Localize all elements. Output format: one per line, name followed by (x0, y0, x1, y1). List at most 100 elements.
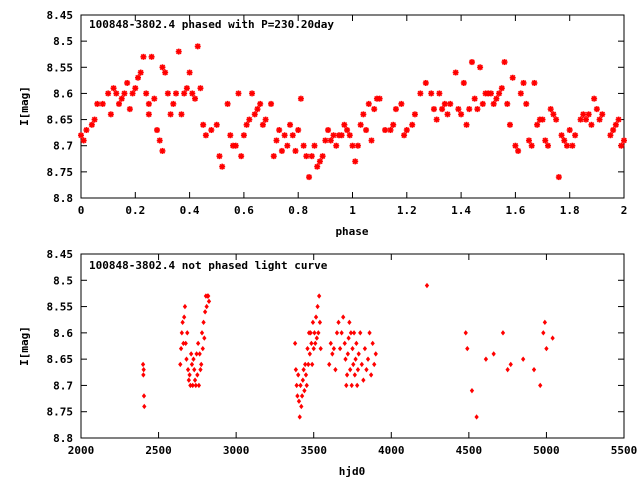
data-point (185, 366, 191, 373)
data-point (539, 116, 546, 123)
data-point (145, 100, 152, 107)
y-tick-label: 8.55 (47, 301, 74, 314)
data-point (313, 340, 318, 347)
data-point (289, 132, 296, 139)
data-point (183, 340, 188, 347)
data-point (403, 127, 410, 134)
data-point (588, 121, 595, 128)
data-point (148, 53, 155, 60)
data-point (612, 121, 619, 128)
data-point (618, 142, 625, 149)
data-point (351, 330, 357, 336)
data-point (303, 361, 308, 368)
data-point (142, 403, 147, 410)
data-point (355, 382, 360, 389)
data-point (124, 79, 131, 86)
x-tick-label: 4000 (378, 444, 405, 457)
data-point (593, 106, 600, 113)
data-point (474, 414, 479, 420)
data-point (303, 372, 309, 378)
data-point (191, 356, 196, 362)
data-point (360, 111, 367, 118)
data-point (490, 100, 497, 107)
data-point (232, 142, 239, 149)
data-point (137, 69, 144, 76)
x-tick-label: 1 (349, 204, 356, 217)
data-point (501, 59, 508, 66)
data-point (327, 361, 332, 368)
data-point (198, 366, 203, 373)
data-point (430, 106, 437, 113)
data-point (444, 111, 451, 118)
data-point (371, 106, 378, 113)
x-tick-label: 1.4 (451, 204, 471, 217)
data-point (452, 69, 459, 76)
data-point (189, 90, 196, 97)
data-point (202, 335, 207, 341)
data-point (292, 340, 298, 347)
data-point (183, 85, 190, 92)
data-point (310, 319, 316, 326)
data-point (178, 111, 185, 118)
data-point (373, 351, 378, 357)
data-point (361, 377, 366, 383)
x-tick-label: 2500 (145, 444, 172, 457)
data-point (312, 330, 317, 336)
x-tick-label: 2 (621, 204, 628, 217)
data-point (182, 303, 188, 310)
data-point (505, 366, 510, 373)
x-tick-label: 0.4 (180, 204, 200, 217)
data-point (506, 121, 513, 128)
data-point (141, 372, 146, 378)
data-point (219, 163, 226, 170)
data-point (316, 158, 323, 165)
data-point (466, 106, 473, 113)
data-point (192, 95, 199, 102)
data-point (308, 330, 313, 336)
data-point (208, 127, 215, 134)
data-point (94, 100, 101, 107)
x-tick-label: 3500 (300, 444, 327, 457)
data-point (339, 330, 344, 336)
data-point (447, 100, 454, 107)
data-point (544, 142, 551, 149)
data-point (251, 111, 258, 118)
data-point (358, 330, 363, 336)
data-point (190, 382, 195, 389)
data-point (364, 366, 369, 373)
data-point (311, 345, 316, 352)
data-point (354, 142, 361, 149)
data-point (331, 345, 337, 352)
data-point (328, 340, 333, 347)
data-point (179, 330, 184, 336)
data-point (99, 100, 106, 107)
data-point (542, 319, 548, 326)
data-point (341, 121, 348, 128)
data-point (542, 137, 549, 144)
unphased-plot-title: 100848-3802.4 not phased light curve (89, 259, 328, 272)
x-tick-label: 0 (78, 204, 85, 217)
data-point (306, 361, 311, 368)
x-tick-label: 1.2 (397, 204, 417, 217)
data-point (534, 121, 541, 128)
data-point (621, 137, 627, 144)
data-point (192, 377, 198, 383)
unphased-ticks: 2000 2500 3000 3500 4000 4500 5000 5500 8.45 8.5 8… (47, 248, 638, 457)
data-point (154, 127, 161, 134)
data-point (140, 53, 147, 60)
data-point (310, 361, 315, 368)
data-point (458, 111, 465, 118)
unphased-x-axis-label: hjd0 (339, 465, 366, 478)
data-point (107, 111, 114, 118)
data-point (311, 142, 318, 149)
data-point (307, 351, 312, 357)
data-point (349, 382, 354, 389)
data-point (298, 382, 303, 389)
data-point (284, 142, 291, 149)
data-point (116, 100, 123, 107)
x-tick-label: 0.6 (234, 204, 254, 217)
data-point (175, 48, 182, 55)
data-point (555, 174, 562, 181)
data-point (409, 121, 416, 128)
y-tick-label: 8.8 (53, 192, 73, 205)
